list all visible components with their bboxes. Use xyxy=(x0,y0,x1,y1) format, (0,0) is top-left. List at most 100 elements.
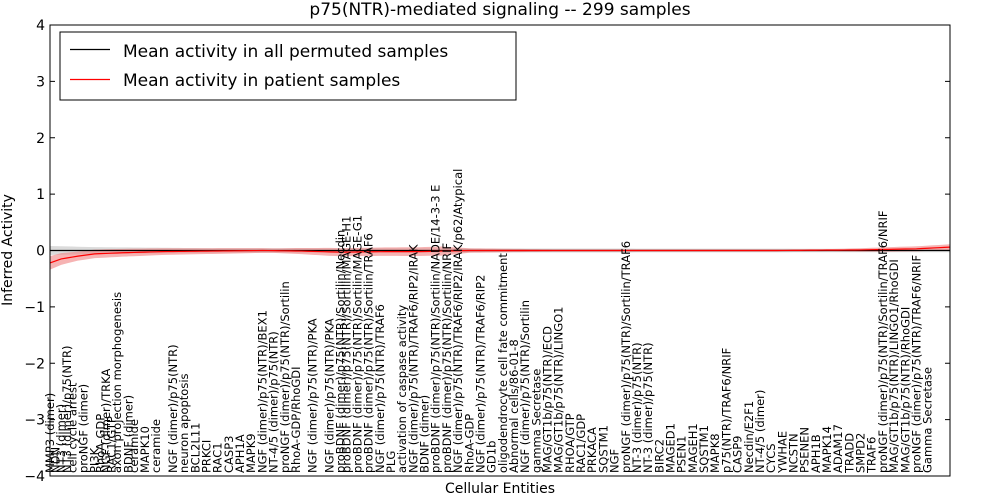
x-tick-label: MAG/GT1b/p75(NTR)/RhoGDI xyxy=(898,307,912,473)
legend: Mean activity in all permuted samples Me… xyxy=(59,31,517,101)
x-tick-label: NT3 (dimer)/p75(NTR) xyxy=(60,346,74,473)
x-tick-label: p75(NTR)/TRAF6/NRIF xyxy=(719,348,733,473)
x-tick-label: CASP9 xyxy=(731,436,745,473)
x-tick-label: MAG/GT1b/p75(NTR)/LINGO1/RhoGDI xyxy=(887,259,901,473)
x-tick-label: RAC1/GDP xyxy=(574,414,588,473)
y-tick-label: −2 xyxy=(24,356,45,372)
x-tick-label: RAC1 xyxy=(211,442,225,473)
legend-box xyxy=(59,31,517,101)
x-tick-label: proNGF (dimer)/p75(NTR)/Sortilin/TRAF6/N… xyxy=(876,211,890,473)
x-tick-label: TRADD xyxy=(842,433,856,474)
y-tick-label: 3 xyxy=(36,74,45,90)
x-tick-label: proBDNF (dimer)/p75(NTR)/Sortilin/MAGE-G… xyxy=(351,215,365,473)
x-tick-label: CYCS xyxy=(764,443,778,473)
x-tick-label: proBDNF (dimer)/p75(NTR)/Sortilin/NRIF xyxy=(440,243,454,473)
x-tick-label: NGF (dimer)/p75(NTR)/TRAF6 xyxy=(373,304,387,473)
x-tick-label: proBDNF (dimer)/p75(NTR)/Sortilin/TRAF6 xyxy=(362,233,376,473)
x-tick-label: NGF (dimer)/p75(NTR)/TRAF6/RIP2/IRAK xyxy=(406,244,420,473)
x-tick-label: NGF (dimer)/p75(NTR)/Sortilin xyxy=(518,300,532,473)
y-tick-label: −3 xyxy=(24,413,45,429)
x-tick-label: Necdin/E2F1 xyxy=(742,401,756,473)
series-lines xyxy=(49,246,951,264)
x-tick-label: NT-4/5 (dimer)/p75(NTR) xyxy=(267,331,281,473)
x-tick-label: RAC1/GTP xyxy=(105,416,119,473)
x-tick-label: axon projection morphogenesis xyxy=(110,292,124,473)
x-tick-label: PRKCI xyxy=(200,440,214,473)
x-tick-label: GD1b xyxy=(485,441,499,473)
y-tick-label: −1 xyxy=(24,300,45,316)
x-tick-label: MAPK9 xyxy=(244,433,258,473)
x-tick-label: NT-3 (dimer)/p75(NTR) xyxy=(630,342,644,473)
x-tick-label: NT-3 (dimer)/p75(NTR) xyxy=(641,342,655,473)
legend-label-permuted: Mean activity in all permuted samples xyxy=(123,42,448,62)
x-tick-label: MAGEH1 xyxy=(686,423,700,473)
x-tick-label: proBDNF (dimer)/p75(NTR)/Sortilin/NADE/1… xyxy=(429,185,443,473)
patient-series-line xyxy=(49,246,951,264)
x-tick-label: proNGF (dimer)/p75(NTR)/Sortilin/TRAF6 xyxy=(619,241,633,473)
x-tick-label: oligodendrocyte cell fate commitment xyxy=(496,253,510,473)
x-tick-label: NT-4/5 (dimer) xyxy=(753,390,767,473)
x-tick-label: proBDNF (dimer)/p75(NTR)/Sortilin/Necdin xyxy=(334,230,348,473)
x-tick-label: RHOA/GTP xyxy=(563,413,577,473)
x-tick-label: SQSTM1 xyxy=(697,425,711,473)
x-tick-label: BCL2L11 xyxy=(188,423,202,473)
x-tick-label: NGF xyxy=(608,449,622,473)
x-tick-label: MAPK8 xyxy=(708,433,722,473)
x-tick-label: NGF (dimer)/p75(NTR)/BEX1 xyxy=(255,310,269,473)
x-tick-label: proBDNF (dimer)/p75(NTR)/Sortilin/MAGE-H… xyxy=(339,216,353,473)
y-tick-label: 1 xyxy=(36,187,45,203)
x-tick-label: SMPD2 xyxy=(854,433,868,473)
x-tick-label: ceramide xyxy=(149,419,163,473)
x-tick-label: NGF (dimer)/p75(NTR)/PKA xyxy=(306,318,320,473)
x-tick-label: APH1A xyxy=(233,434,247,473)
x-tick-label: NGF (dimer)/p75(NTR)/TRAF6/RIP2/IRAK/p62… xyxy=(451,169,465,473)
x-tick-label: proNGF (dimer)/p75(NTR)/Sortilin xyxy=(278,281,292,473)
x-tick-label: APH1B xyxy=(809,434,823,473)
x-axis-label: Cellular Entities xyxy=(445,481,555,497)
y-tick-label: 2 xyxy=(36,131,45,147)
x-tick-label: Abnormal cells/86-01-8 xyxy=(507,339,521,473)
x-tick-label: PI3K xyxy=(88,447,102,473)
x-tick-label: activation of caspase activity xyxy=(395,305,409,473)
x-tick-label: NT3 (dimer) xyxy=(54,404,68,473)
x-tick-label: cell cycle arrest xyxy=(65,382,79,473)
x-tick-label: RhoA-GDP xyxy=(93,414,107,473)
x-tick-label: RhoA-GDP xyxy=(462,414,476,473)
y-tick-label: 0 xyxy=(36,244,45,260)
x-tick-label: TRAF6 xyxy=(865,437,879,474)
x-tick-label: PLG xyxy=(384,451,398,473)
x-tick-label: Gamma Secretase xyxy=(921,367,935,473)
y-tick-label: −4 xyxy=(24,469,45,485)
x-tick-label: BDNF (dimer) xyxy=(418,395,432,473)
x-tick-label: RhoA-GDP/RhoGDI xyxy=(289,366,303,473)
chart-title: p75(NTR)-mediated signaling -- 299 sampl… xyxy=(309,0,690,20)
legend-label-patient: Mean activity in patient samples xyxy=(123,71,400,91)
y-axis-label: Inferred Activity xyxy=(0,194,16,306)
x-tick-label: BDNF (dimer) xyxy=(121,395,135,473)
x-tick-label: BIRC2 xyxy=(652,439,666,473)
x-tick-label: proNGF (dimer)/p75(NTR)/TRAF6/NRIF xyxy=(910,255,924,473)
x-tick-label: MAPK14 xyxy=(820,426,834,473)
x-tick-label: NGF (dimer)/TRKA xyxy=(99,369,113,473)
x-tick-label: YWHAE xyxy=(775,431,789,474)
x-tick-label: SQSTM1 xyxy=(596,425,610,473)
x-tick-label: MAGED1 xyxy=(664,423,678,473)
x-tick-label: PSENEN xyxy=(798,427,812,473)
x-tick-label: ceramide xyxy=(127,419,141,473)
x-tick-label: ADAM17 xyxy=(831,424,845,473)
x-tick-label: MAG/GT1b/p75(NTR)/LINGO1 xyxy=(552,307,566,473)
x-tick-label: proNGF (dimer) xyxy=(77,384,91,473)
x-tick-label: NGF (dimer)/p75(NTR)/TRAF6/RIP2 xyxy=(473,275,487,473)
x-tick-label: NCSTN xyxy=(787,433,801,473)
x-tick-label: MAPK10 xyxy=(138,426,152,473)
x-tick-label: MAG/GT1b/p75(NTR)/ECD xyxy=(541,326,555,473)
x-tick-label: PSEN1 xyxy=(675,436,689,473)
x-tick-label: NDN xyxy=(49,447,63,473)
y-tick-label: 4 xyxy=(36,18,45,34)
x-tick-label: CASP3 xyxy=(222,436,236,473)
x-tick-label: gamma Secretase xyxy=(529,369,543,473)
x-tick-label: NGF (dimer)/p75(NTR)/PKA xyxy=(323,318,337,473)
